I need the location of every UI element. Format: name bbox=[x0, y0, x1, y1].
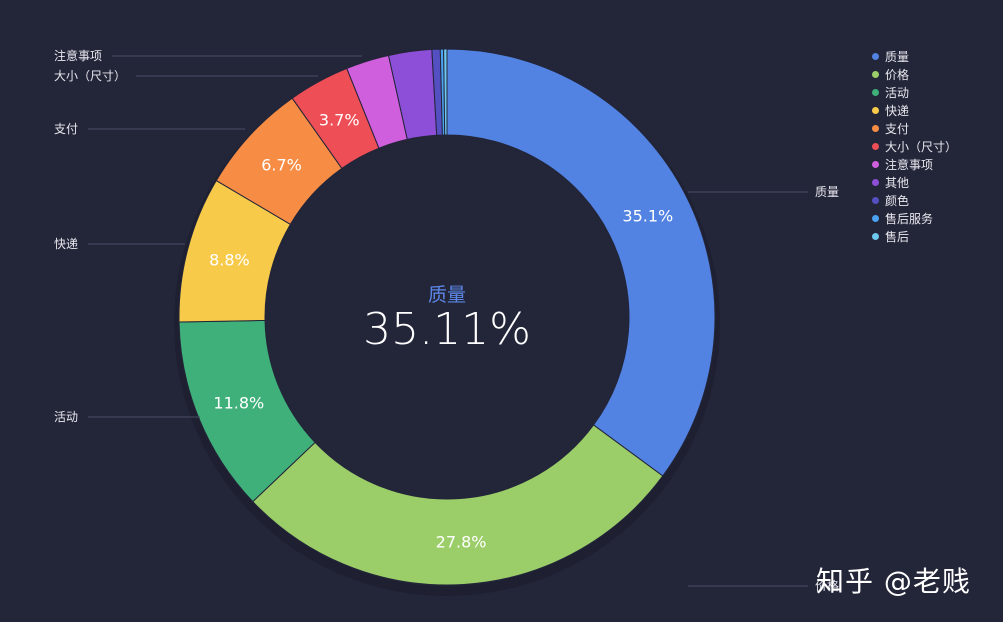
legend-label: 活动 bbox=[885, 85, 910, 100]
legend-label: 质量 bbox=[885, 49, 910, 64]
legend-dot-icon bbox=[872, 160, 879, 168]
outer-label-3: 快递 bbox=[54, 237, 78, 251]
legend-dot-icon bbox=[872, 178, 879, 186]
watermark: 知乎 @老贱 bbox=[816, 565, 971, 598]
legend-label: 支付 bbox=[885, 121, 910, 136]
legend-label: 快递 bbox=[885, 103, 910, 118]
legend-label: 其他 bbox=[885, 175, 910, 190]
legend-label: 注意事项 bbox=[885, 157, 934, 172]
legend-item-3[interactable]: 快递 bbox=[872, 101, 957, 119]
legend-dot-icon bbox=[872, 106, 879, 114]
outer-label-1: 价格 bbox=[815, 578, 839, 593]
legend-item-5[interactable]: 大小（尺寸） bbox=[872, 137, 957, 155]
legend-dot-icon bbox=[872, 124, 879, 132]
legend-dot-icon bbox=[872, 142, 879, 150]
legend-label: 价格 bbox=[885, 67, 910, 82]
donut-slice-10[interactable] bbox=[443, 48, 448, 136]
legend-label: 颜色 bbox=[885, 193, 910, 208]
slice-label-4: 6.7% bbox=[261, 156, 302, 175]
slice-label-0: 35.1% bbox=[622, 207, 673, 226]
slice-label-3: 8.8% bbox=[209, 251, 250, 270]
chart-legend: 质量价格活动快递支付大小（尺寸） 注意事项其他颜色售后服务售后 bbox=[872, 47, 957, 245]
outer-label-4: 支付 bbox=[54, 122, 78, 136]
legend-dot-icon bbox=[872, 232, 879, 240]
legend-item-6[interactable]: 注意事项 bbox=[872, 155, 957, 173]
legend-label: 售后 bbox=[885, 229, 910, 244]
legend-dot-icon bbox=[872, 214, 879, 222]
legend-dot-icon bbox=[872, 70, 879, 78]
donut-slice-1[interactable] bbox=[252, 424, 664, 586]
outer-label-6: 注意事项 bbox=[54, 48, 102, 63]
slice-label-5: 3.7% bbox=[319, 110, 360, 129]
legend-item-10[interactable]: 售后 bbox=[872, 227, 957, 245]
slice-label-2: 11.8% bbox=[213, 393, 264, 412]
legend-item-8[interactable]: 颜色 bbox=[872, 191, 957, 209]
legend-item-2[interactable]: 活动 bbox=[872, 83, 957, 101]
legend-dot-icon bbox=[872, 88, 879, 96]
outer-label-0: 质量 bbox=[815, 185, 839, 199]
legend-item-7[interactable]: 其他 bbox=[872, 173, 957, 191]
legend-dot-icon bbox=[872, 196, 879, 204]
legend-item-4[interactable]: 支付 bbox=[872, 119, 957, 137]
legend-item-0[interactable]: 质量 bbox=[872, 47, 957, 65]
donut-slice-0[interactable] bbox=[446, 48, 716, 477]
center-title: 质量 bbox=[427, 284, 466, 306]
legend-label: 大小（尺寸） bbox=[885, 139, 958, 154]
slice-label-1: 27.8% bbox=[436, 533, 487, 552]
center-value: 35.11% bbox=[363, 304, 531, 355]
legend-item-9[interactable]: 售后服务 bbox=[872, 209, 957, 227]
outer-label-5: 大小（尺寸） bbox=[54, 69, 126, 83]
legend-item-1[interactable]: 价格 bbox=[872, 65, 957, 83]
outer-label-2: 活动 bbox=[54, 410, 78, 424]
legend-label: 售后服务 bbox=[885, 211, 934, 226]
legend-dot-icon bbox=[872, 52, 879, 60]
